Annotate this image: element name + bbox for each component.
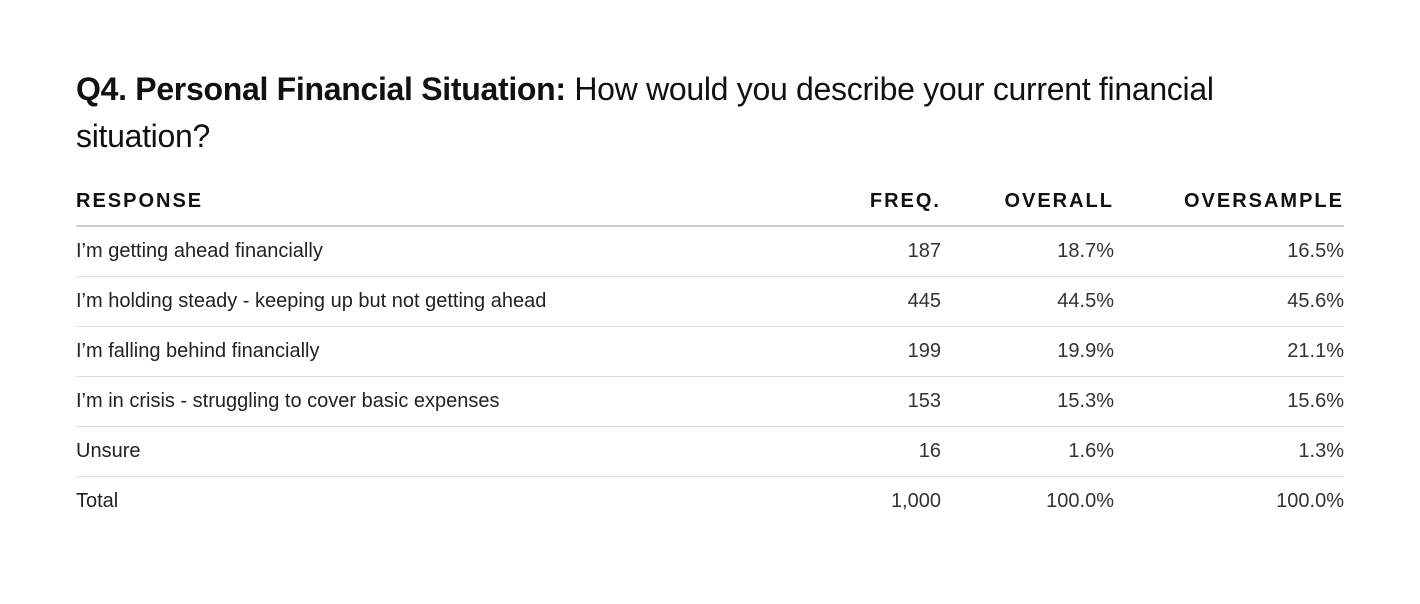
column-header: RESPONSE bbox=[76, 190, 767, 227]
value-cell: 21.1% bbox=[1114, 326, 1344, 377]
value-cell: 100.0% bbox=[1046, 490, 1114, 512]
title-text: How would you describe your current fina… bbox=[76, 71, 1214, 154]
value-cell: 19.9% bbox=[941, 326, 1114, 377]
title-bold: Q4. Personal Financial Situation: bbox=[76, 71, 566, 107]
results-table: RESPONSE FREQ. OVERALL OVERSAMPLE I’m getti… bbox=[76, 190, 1344, 526]
table-row: Total 1,000 100.0% 100.0% bbox=[76, 477, 1344, 527]
value-cell: 100.0% bbox=[1276, 490, 1344, 512]
value-cell: 1.6% bbox=[941, 426, 1114, 477]
column-header: OVERALL bbox=[941, 190, 1114, 227]
value-cell: 445 bbox=[767, 276, 941, 327]
question-title: Q4. Personal Financial Situation: How wo… bbox=[76, 66, 1344, 160]
value-cell: 18.7% bbox=[941, 226, 1114, 277]
value-cell: 1,000 bbox=[890, 490, 941, 512]
response-cell: Total bbox=[76, 490, 119, 512]
table-row: Unsure 16 1.6% 1.3% bbox=[76, 426, 1344, 477]
column-header: FREQ. bbox=[767, 190, 941, 227]
response-cell: I’m in crisis - struggling to cover basi… bbox=[76, 376, 767, 427]
value-cell: 1.3% bbox=[1114, 426, 1344, 477]
value-cell: 15.6% bbox=[1114, 376, 1344, 427]
response-cell: Unsure bbox=[76, 426, 767, 477]
table-row: I’m getting ahead financially 187 18.7% 16.… bbox=[76, 226, 1344, 277]
value-cell: 153 bbox=[767, 376, 941, 427]
content: Q4. Personal Financial Situation: How wo… bbox=[76, 66, 1344, 526]
value-cell: 16.5% bbox=[1114, 226, 1344, 277]
column-header: OVERSAMPLE bbox=[1114, 190, 1344, 227]
value-cell: 16 bbox=[767, 426, 941, 477]
table-row: I’m in crisis - struggling to cover basi… bbox=[76, 376, 1344, 427]
response-cell: I’m holding steady - keeping up but not … bbox=[76, 276, 767, 327]
table-row: I’m holding steady - keeping up but not … bbox=[76, 276, 1344, 327]
value-cell: 44.5% bbox=[941, 276, 1114, 327]
table-body: I’m getting ahead financially 187 18.7% 16.… bbox=[76, 226, 1344, 526]
table-row: I’m falling behind financially 199 19.9% 21… bbox=[76, 326, 1344, 377]
response-cell: I’m getting ahead financially bbox=[76, 226, 767, 277]
header-row: RESPONSE FREQ. OVERALL OVERSAMPLE bbox=[76, 190, 1344, 227]
value-cell: 15.3% bbox=[941, 376, 1114, 427]
value-cell: 45.6% bbox=[1114, 276, 1344, 327]
response-cell: I’m falling behind financially bbox=[76, 326, 767, 377]
value-cell: 199 bbox=[767, 326, 941, 377]
value-cell: 187 bbox=[767, 226, 941, 277]
